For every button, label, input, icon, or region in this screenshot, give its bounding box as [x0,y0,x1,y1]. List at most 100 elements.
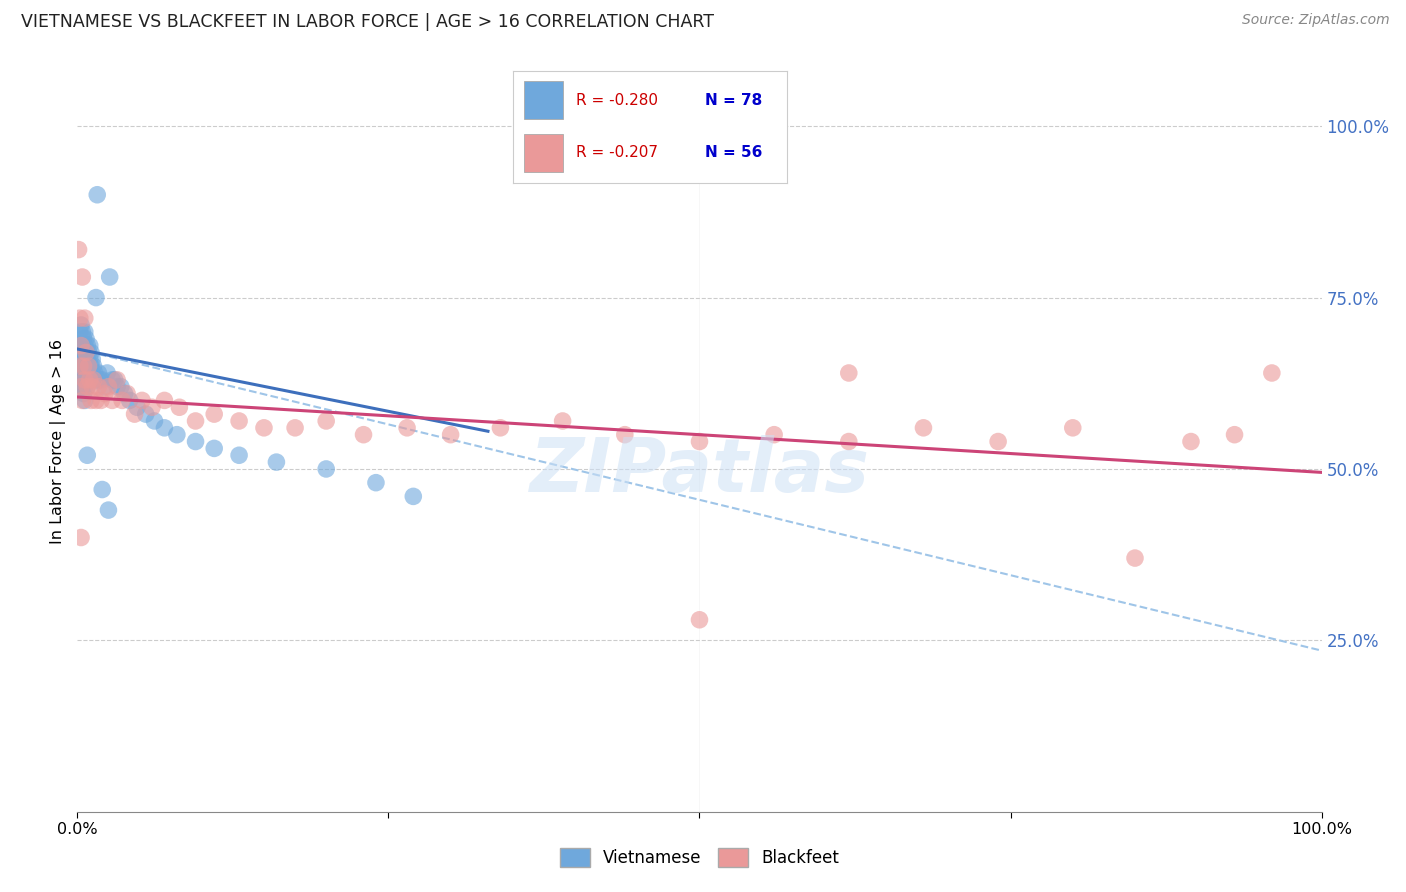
Point [72,352,94,367]
Point [141,401,163,415]
Point [67,338,90,352]
Point [79,352,101,367]
Point [105,380,128,394]
Point [72,366,94,380]
Point [82,366,104,380]
Point [75,345,97,359]
Point [125,401,148,415]
Point [184,434,207,449]
Legend: Vietnamese, Blackfeet: Vietnamese, Blackfeet [553,842,846,874]
Y-axis label: In Labor Force | Age > 16: In Labor Force | Age > 16 [51,339,66,544]
Point [72,270,94,285]
Point [169,401,191,415]
Point [87,380,110,394]
Point [86,187,108,202]
Point [86,373,108,387]
Point [284,421,307,435]
Point [131,393,153,408]
Point [70,531,93,545]
Point [91,373,114,387]
Point [75,373,97,387]
Point [70,352,93,367]
Point [1223,427,1246,442]
Point [76,352,98,367]
Point [69,373,91,387]
Point [73,393,96,408]
Text: R = -0.280: R = -0.280 [576,93,658,108]
Point [1261,366,1284,380]
Point [70,338,93,352]
Point [91,483,114,497]
Point [73,311,96,326]
Point [72,386,94,401]
Point [75,345,97,359]
Point [84,291,107,305]
Point [838,434,860,449]
Point [315,462,337,476]
Point [69,359,91,373]
Point [838,366,860,380]
Point [72,380,94,394]
Text: ZIPatlas: ZIPatlas [530,434,869,508]
Point [689,613,711,627]
Text: VIETNAMESE VS BLACKFEET IN LABOR FORCE | AGE > 16 CORRELATION CHART: VIETNAMESE VS BLACKFEET IN LABOR FORCE |… [21,13,714,31]
Point [76,338,98,352]
Point [73,366,96,380]
Point [69,311,91,326]
Point [97,503,120,517]
Point [93,386,115,401]
Point [1180,434,1202,449]
Point [118,393,141,408]
Point [396,421,419,435]
Point [153,393,176,408]
Point [72,338,94,352]
Point [77,359,100,373]
Point [111,393,134,408]
Point [104,373,127,387]
Point [143,414,166,428]
Point [228,414,250,428]
Point [228,448,250,462]
Point [105,373,128,387]
Point [77,345,100,359]
Point [70,380,93,394]
Point [315,414,337,428]
Point [353,427,375,442]
Point [70,366,93,380]
Point [79,338,101,352]
Point [97,380,120,394]
Point [89,373,111,387]
Point [202,442,225,456]
Point [72,325,94,339]
Point [73,352,96,367]
Point [79,366,101,380]
Point [79,373,101,387]
Point [912,421,935,435]
Point [70,338,93,352]
Point [72,359,94,373]
Point [75,359,97,373]
Point [83,359,105,373]
Point [76,380,98,394]
Point [364,475,387,490]
Point [82,380,104,394]
Point [551,414,574,428]
Point [67,243,90,257]
Point [184,414,207,428]
Point [73,380,96,394]
Text: N = 78: N = 78 [706,93,762,108]
Point [266,455,288,469]
Point [70,318,93,332]
Point [72,373,94,387]
Text: N = 56: N = 56 [706,145,762,160]
Point [1062,421,1084,435]
Point [84,393,107,408]
Point [80,393,103,408]
Point [67,359,90,373]
Point [83,366,105,380]
Point [689,434,711,449]
Point [96,366,118,380]
Point [75,332,97,346]
Bar [524,134,562,171]
Point [98,270,121,285]
